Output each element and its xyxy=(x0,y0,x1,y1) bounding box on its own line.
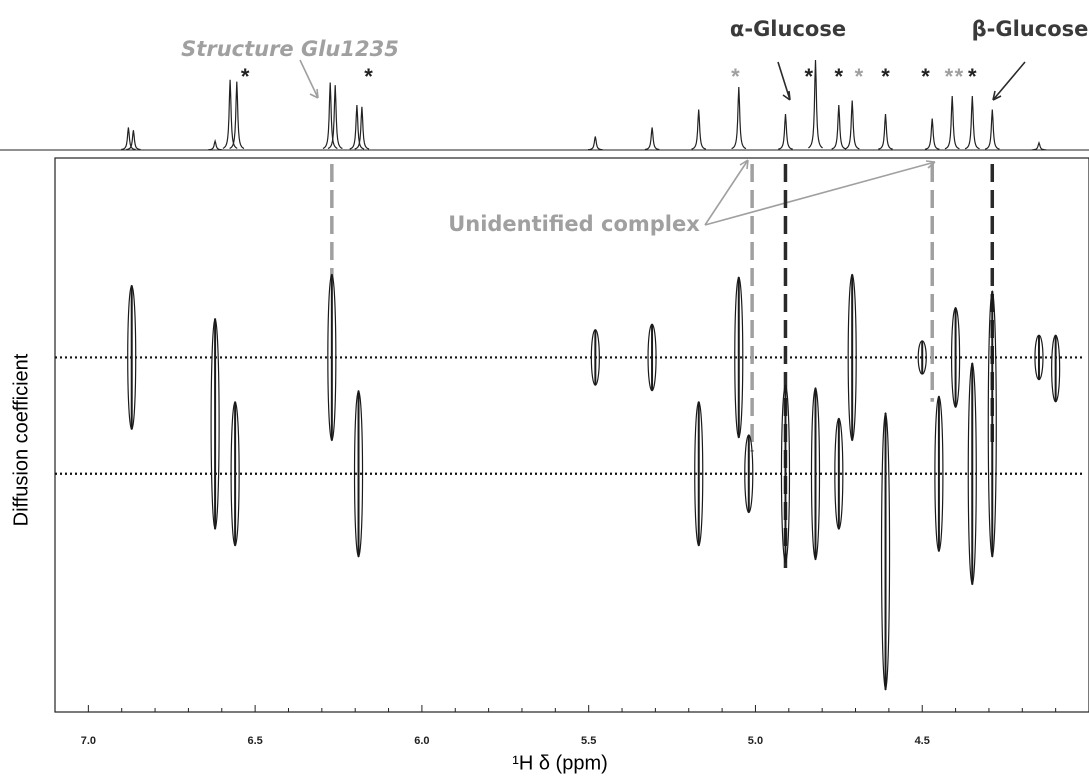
x-tick-label: 5.0 xyxy=(748,735,763,747)
cross-peak xyxy=(647,323,657,392)
spectrum-peak xyxy=(944,95,960,150)
arrows xyxy=(299,59,1026,226)
asterisk: * xyxy=(855,64,864,89)
cross-peak xyxy=(917,340,927,375)
y-axis-label: Diffusion coefficient xyxy=(10,353,32,526)
x-axis-label: ¹H δ (ppm) xyxy=(512,752,608,774)
spectrum-peak xyxy=(349,104,365,150)
cross-peak xyxy=(934,395,944,552)
cross-peak xyxy=(353,390,364,558)
cross-peak xyxy=(847,273,857,442)
x-tick-label: 6.5 xyxy=(247,735,262,747)
spectrum-peak xyxy=(878,113,893,150)
cross-peak xyxy=(1051,334,1061,403)
spectrum-peak xyxy=(327,85,343,150)
asterisk: * xyxy=(731,64,740,89)
annotation: Structure Glu1235 xyxy=(181,37,399,61)
asterisk: * xyxy=(921,64,930,89)
spectrum-peak xyxy=(126,130,141,151)
cross-peak xyxy=(967,362,977,586)
cross-peak xyxy=(880,412,891,691)
cross-peak xyxy=(987,290,997,558)
spectrum-peak xyxy=(831,104,847,150)
cross-peak xyxy=(327,273,337,442)
asterisk: * xyxy=(364,64,373,89)
cross-peak xyxy=(127,284,137,431)
asterisk: * xyxy=(955,64,964,89)
spectrum-peak xyxy=(207,138,223,151)
cross-peak xyxy=(590,329,600,386)
x-tick-label: 5.5 xyxy=(581,735,596,747)
spectrum-peak xyxy=(778,113,793,150)
spectrum-peak xyxy=(222,79,238,149)
cross-peak xyxy=(834,417,844,530)
spectrum-peak xyxy=(229,81,245,149)
spectrum-peak xyxy=(808,59,823,149)
spectrum-peak xyxy=(322,82,338,150)
spectrum-peak xyxy=(924,118,940,150)
spectrum-peak xyxy=(1031,140,1047,151)
cross-peak xyxy=(744,434,754,514)
spectrum-peak xyxy=(964,95,980,150)
x-tick-label: 6.0 xyxy=(414,735,429,747)
cross-peak xyxy=(210,318,220,530)
spectrum-peak xyxy=(588,136,603,151)
annotation: β-Glucose xyxy=(972,17,1089,41)
x-tick-label: 7.0 xyxy=(81,735,96,747)
cross-peak xyxy=(230,401,240,547)
asterisk: * xyxy=(835,64,844,89)
annotation: Unidentified complex xyxy=(448,212,700,236)
plot-frame xyxy=(54,157,1089,713)
x-tick-label: 4.5 xyxy=(915,735,930,747)
spectrum-peak xyxy=(121,127,136,151)
cross-peak xyxy=(780,384,791,564)
spectrum-peak xyxy=(844,100,860,150)
cross-peak xyxy=(810,387,821,561)
asterisk: * xyxy=(881,64,890,89)
spectrum-peak xyxy=(691,109,707,150)
spectrum-peak xyxy=(644,127,660,151)
cross-peak xyxy=(950,306,961,408)
spectrum-peak xyxy=(984,109,1000,150)
asterisk: * xyxy=(805,64,814,89)
annotation: α-Glucose xyxy=(730,17,846,41)
asterisk: * xyxy=(945,64,954,89)
asterisk: * xyxy=(968,64,977,89)
spectrum-peak xyxy=(731,86,747,150)
spectrum-peak xyxy=(354,106,370,150)
cross-peak xyxy=(734,276,744,439)
cross-peak xyxy=(1034,334,1044,381)
cross-peak xyxy=(694,401,704,547)
asterisk: * xyxy=(241,64,250,89)
